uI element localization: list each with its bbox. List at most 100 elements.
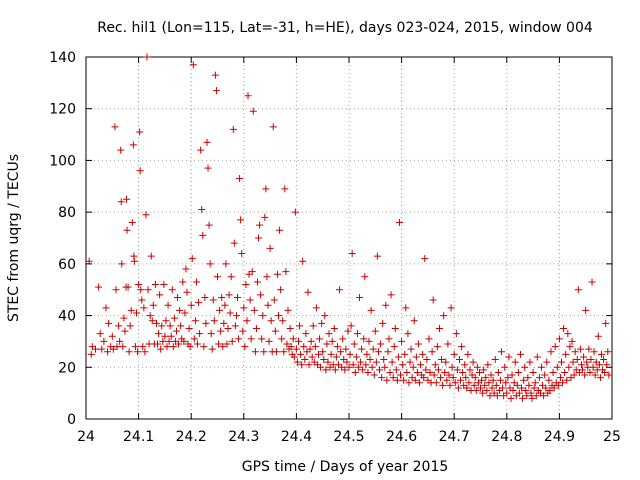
data-point	[434, 366, 442, 374]
data-point	[472, 387, 480, 395]
data-point	[605, 371, 613, 379]
y-axis-label: STEC from uqrg / TECUs	[6, 154, 22, 322]
data-point	[236, 175, 244, 183]
data-point	[362, 361, 370, 369]
data-point	[165, 337, 173, 345]
data-point	[207, 330, 215, 338]
data-point	[494, 368, 502, 376]
data-point	[183, 288, 191, 296]
data-point	[479, 389, 487, 397]
data-point	[247, 335, 255, 343]
data-point	[155, 330, 163, 338]
data-point	[553, 363, 561, 371]
data-point	[337, 348, 345, 356]
data-point	[191, 317, 199, 325]
data-point	[558, 358, 566, 366]
data-point	[170, 314, 178, 322]
data-point	[415, 379, 423, 387]
data-point	[455, 356, 463, 364]
x-tick-label: 24.4	[281, 429, 312, 445]
data-point	[482, 374, 490, 382]
data-point	[154, 340, 162, 348]
data-point	[319, 348, 327, 356]
data-point	[446, 381, 454, 389]
data-point	[550, 384, 558, 392]
data-point	[501, 363, 509, 371]
data-point	[412, 353, 420, 361]
data-point	[487, 371, 495, 379]
data-point	[568, 337, 576, 345]
data-point	[589, 363, 597, 371]
data-point	[392, 366, 400, 374]
data-point	[277, 286, 285, 294]
data-point	[349, 361, 357, 369]
data-point	[261, 213, 269, 221]
data-point	[353, 330, 361, 338]
data-point	[149, 301, 157, 309]
data-point	[491, 356, 499, 364]
data-point	[586, 368, 594, 376]
data-point	[445, 371, 453, 379]
data-point	[433, 343, 441, 351]
data-point	[559, 379, 567, 387]
data-point	[325, 330, 333, 338]
data-point	[588, 278, 596, 286]
data-point	[486, 392, 494, 400]
data-point	[266, 244, 274, 252]
data-point	[444, 340, 452, 348]
x-tick-label: 24.5	[333, 429, 364, 445]
data-point	[377, 340, 385, 348]
data-point	[196, 330, 204, 338]
data-point	[242, 281, 250, 289]
data-point	[332, 353, 340, 361]
data-point	[105, 319, 113, 327]
data-point	[309, 322, 317, 330]
data-point	[248, 268, 256, 276]
data-point	[405, 379, 413, 387]
data-points	[85, 53, 613, 402]
data-point	[286, 325, 294, 332]
data-point	[428, 348, 436, 356]
data-point	[200, 343, 208, 351]
data-point	[443, 376, 451, 384]
data-point	[208, 345, 216, 353]
data-point	[602, 319, 610, 327]
data-point	[452, 330, 460, 338]
data-point	[195, 299, 203, 307]
data-point	[253, 278, 261, 286]
data-point	[262, 185, 270, 193]
data-point	[280, 348, 288, 356]
data-point	[354, 363, 362, 371]
data-point	[116, 337, 124, 345]
data-point	[519, 394, 527, 402]
data-point	[343, 358, 351, 366]
data-point	[390, 343, 398, 351]
data-point	[240, 304, 248, 312]
data-point	[123, 226, 131, 234]
data-point	[582, 306, 590, 314]
data-point	[217, 327, 225, 335]
data-point	[429, 296, 437, 304]
data-point	[601, 368, 609, 376]
data-point	[393, 376, 401, 384]
y-tick-label: 80	[58, 205, 76, 221]
data-point	[297, 350, 305, 358]
x-axis-ticks: 24 24.1 24.2 24.3 24.4 24.5 24.6 24.7 24.8 24.9 25	[77, 57, 621, 445]
data-point	[307, 337, 315, 345]
data-point	[520, 376, 528, 384]
data-point	[233, 293, 241, 301]
y-tick-label: 40	[58, 309, 76, 325]
data-point	[541, 371, 549, 379]
data-point	[298, 361, 306, 369]
data-point	[426, 368, 434, 376]
data-point	[364, 368, 372, 376]
data-point	[194, 340, 202, 348]
data-point	[366, 356, 374, 364]
data-point	[545, 376, 553, 384]
data-point	[529, 368, 537, 376]
data-point	[431, 361, 439, 369]
data-point	[104, 348, 112, 356]
data-point	[518, 384, 526, 392]
data-point	[379, 319, 387, 327]
